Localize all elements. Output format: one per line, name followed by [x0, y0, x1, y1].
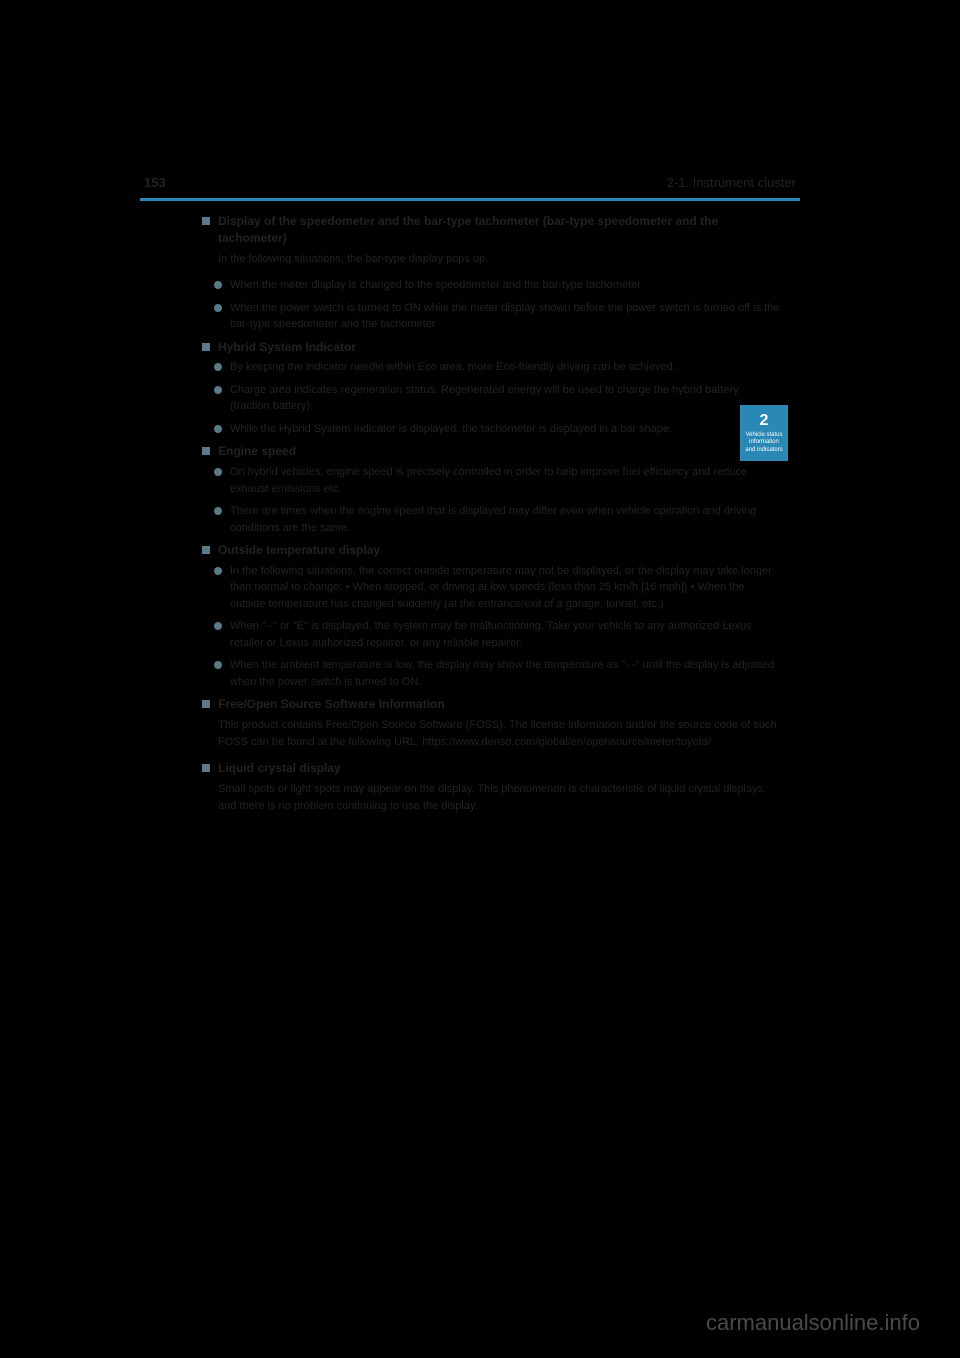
section-intro: In the following situations, the bar-typ…: [218, 251, 780, 268]
section-hybrid-indicator: Hybrid System Indicator By keeping the i…: [202, 339, 780, 438]
round-bullet-icon: [214, 507, 222, 515]
page-container: 153 2-1. Instrument cluster Display of t…: [140, 175, 800, 824]
heading-item: Hybrid System Indicator: [202, 339, 780, 356]
content-area: Display of the speedometer and the bar-t…: [140, 213, 800, 814]
round-bullet-icon: [214, 304, 222, 312]
round-bullet-icon: [214, 622, 222, 630]
section-outside-temperature: Outside temperature display In the follo…: [202, 542, 780, 690]
page-number: 153: [144, 175, 166, 190]
heading-item: Liquid crystal display: [202, 760, 780, 777]
heading-text: Outside temperature display: [218, 542, 380, 559]
bullet-text: When the meter display is changed to the…: [230, 277, 780, 294]
page-header: 153 2-1. Instrument cluster: [140, 175, 800, 190]
bullet-text: On hybrid vehicles, engine speed is prec…: [230, 464, 780, 497]
bullet-item: By keeping the indicator needle within E…: [214, 359, 780, 376]
bullet-item: In the following situations, the correct…: [214, 563, 780, 613]
tab-label: Vehicle status information and indicator…: [744, 432, 784, 454]
square-bullet-icon: [202, 217, 210, 225]
round-bullet-icon: [214, 425, 222, 433]
tab-number: 2: [760, 412, 769, 430]
watermark: carmanualsonline.info: [706, 1310, 920, 1336]
bullet-item: When the power switch is turned to ON wh…: [214, 300, 780, 333]
section-intro: Small spots or light spots may appear on…: [218, 781, 780, 814]
bullet-text: There are times when the engine speed th…: [230, 503, 780, 536]
heading-item: Engine speed: [202, 443, 780, 460]
section-foss: Free/Open Source Software Information Th…: [202, 696, 780, 750]
bullet-text: When the ambient temperature is low, the…: [230, 657, 780, 690]
square-bullet-icon: [202, 700, 210, 708]
bullet-text: While the Hybrid System Indicator is dis…: [230, 421, 780, 438]
round-bullet-icon: [214, 386, 222, 394]
round-bullet-icon: [214, 661, 222, 669]
round-bullet-icon: [214, 468, 222, 476]
section-engine-speed: Engine speed On hybrid vehicles, engine …: [202, 443, 780, 536]
bullet-text: When "--" or "E" is displayed, the syste…: [230, 618, 780, 651]
section-intro: This product contains Free/Open Source S…: [218, 717, 780, 750]
square-bullet-icon: [202, 764, 210, 772]
bullet-item: When the meter display is changed to the…: [214, 277, 780, 294]
section-speedometer: Display of the speedometer and the bar-t…: [202, 213, 780, 333]
square-bullet-icon: [202, 546, 210, 554]
square-bullet-icon: [202, 343, 210, 351]
section-title: 2-1. Instrument cluster: [667, 175, 796, 190]
chapter-tab: 2 Vehicle status information and indicat…: [740, 405, 788, 461]
heading-text: Display of the speedometer and the bar-t…: [218, 213, 780, 247]
bullet-item: Charge area indicates regeneration statu…: [214, 382, 780, 415]
heading-text: Engine speed: [218, 443, 296, 460]
bullet-text: Charge area indicates regeneration statu…: [230, 382, 780, 415]
bullet-item: There are times when the engine speed th…: [214, 503, 780, 536]
heading-item: Outside temperature display: [202, 542, 780, 559]
round-bullet-icon: [214, 567, 222, 575]
bullet-item: On hybrid vehicles, engine speed is prec…: [214, 464, 780, 497]
heading-text: Free/Open Source Software Information: [218, 696, 445, 713]
bullet-item: When the ambient temperature is low, the…: [214, 657, 780, 690]
heading-item: Free/Open Source Software Information: [202, 696, 780, 713]
round-bullet-icon: [214, 363, 222, 371]
section-lcd: Liquid crystal display Small spots or li…: [202, 760, 780, 814]
square-bullet-icon: [202, 447, 210, 455]
round-bullet-icon: [214, 281, 222, 289]
header-rule: [140, 198, 800, 201]
bullet-item: While the Hybrid System Indicator is dis…: [214, 421, 780, 438]
bullet-text: By keeping the indicator needle within E…: [230, 359, 780, 376]
bullet-text: When the power switch is turned to ON wh…: [230, 300, 780, 333]
heading-item: Display of the speedometer and the bar-t…: [202, 213, 780, 247]
bullet-item: When "--" or "E" is displayed, the syste…: [214, 618, 780, 651]
heading-text: Liquid crystal display: [218, 760, 341, 777]
bullet-text: In the following situations, the correct…: [230, 563, 780, 613]
heading-text: Hybrid System Indicator: [218, 339, 356, 356]
